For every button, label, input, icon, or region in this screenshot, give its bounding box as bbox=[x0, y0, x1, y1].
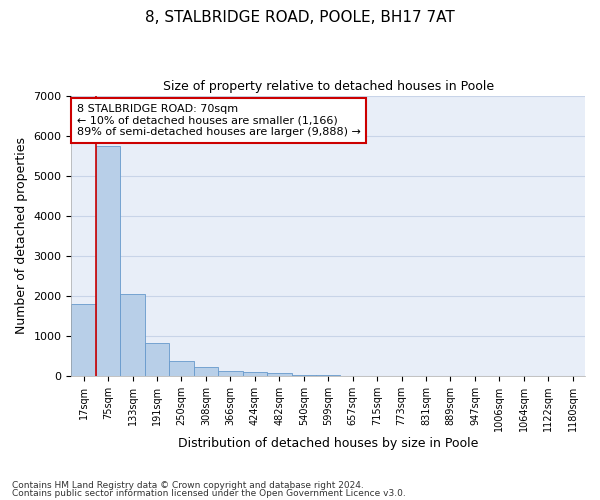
Bar bbox=[121, 294, 145, 376]
Bar bbox=[267, 373, 292, 376]
Y-axis label: Number of detached properties: Number of detached properties bbox=[15, 138, 28, 334]
Bar bbox=[96, 146, 121, 376]
Text: Contains public sector information licensed under the Open Government Licence v3: Contains public sector information licen… bbox=[12, 488, 406, 498]
Title: Size of property relative to detached houses in Poole: Size of property relative to detached ho… bbox=[163, 80, 494, 93]
Bar bbox=[169, 362, 194, 376]
Text: 8 STALBRIDGE ROAD: 70sqm
← 10% of detached houses are smaller (1,166)
89% of sem: 8 STALBRIDGE ROAD: 70sqm ← 10% of detach… bbox=[77, 104, 361, 137]
Bar bbox=[145, 344, 169, 376]
Bar bbox=[292, 375, 316, 376]
Bar bbox=[218, 371, 242, 376]
Bar bbox=[71, 304, 96, 376]
Text: Contains HM Land Registry data © Crown copyright and database right 2024.: Contains HM Land Registry data © Crown c… bbox=[12, 481, 364, 490]
Bar bbox=[242, 372, 267, 376]
X-axis label: Distribution of detached houses by size in Poole: Distribution of detached houses by size … bbox=[178, 437, 478, 450]
Bar bbox=[194, 366, 218, 376]
Text: 8, STALBRIDGE ROAD, POOLE, BH17 7AT: 8, STALBRIDGE ROAD, POOLE, BH17 7AT bbox=[145, 10, 455, 25]
